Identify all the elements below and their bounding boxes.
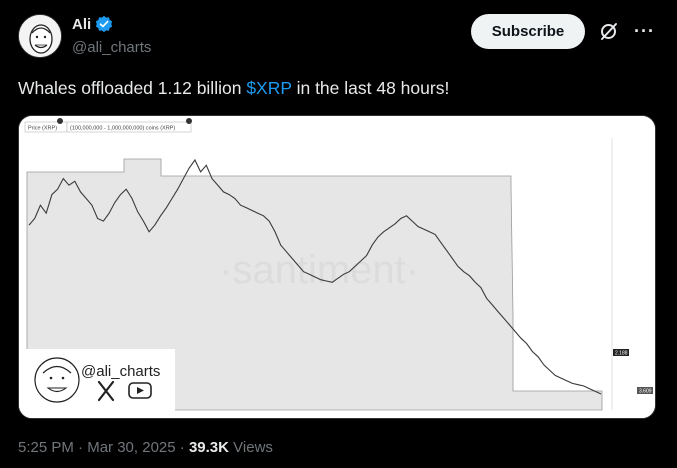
tweet-text-before: Whales offloaded 1.12 billion (18, 78, 247, 98)
price-tag (613, 349, 629, 356)
svg-text:3.609: 3.609 (639, 389, 652, 395)
views-count: 39.3K (188, 439, 229, 456)
chart-legend: Price (XRP) (100,000,000 - 1,000,000,000… (24, 118, 192, 133)
tweet-date[interactable]: Mar 30, 2025 (87, 439, 176, 456)
holdings-tag (637, 387, 653, 394)
legend-holdings: (100,000,000 - 1,000,000,000) coins (XRP… (70, 126, 175, 132)
legend-price: Price (XRP) (28, 126, 57, 132)
x-logo-icon (97, 380, 115, 402)
author-name[interactable]: Ali (72, 15, 113, 33)
cashtag-link[interactable]: $XRP (246, 78, 292, 98)
views-label: Views (233, 439, 273, 456)
more-dots-icon[interactable]: ··· (634, 21, 655, 41)
tweet-time[interactable]: 5:25 PM (18, 439, 74, 456)
youtube-icon (128, 382, 152, 399)
grok-icon[interactable] (599, 21, 619, 41)
price-chart: Price (XRP) (100,000,000 - 1,000,000,000… (19, 116, 655, 418)
author-name-text[interactable]: Ali (72, 15, 92, 33)
tweet-text-after: in the last 48 hours! (291, 78, 450, 98)
holdings-area (26, 158, 603, 411)
cartoon-face-avatar (19, 15, 61, 57)
tweet-meta: 5:25 PM · Mar 30, 2025 · 39.3K Views (18, 439, 273, 456)
chart-image[interactable]: Price (XRP) (100,000,000 - 1,000,000,000… (18, 115, 656, 419)
tweet-text: Whales offloaded 1.12 billion $XRP in th… (18, 78, 449, 99)
author-handle[interactable]: @ali_charts (72, 39, 152, 56)
santiment-watermark: ·santiment· (219, 248, 419, 292)
legend-close-icon (186, 118, 192, 124)
subscribe-button[interactable]: Subscribe (471, 14, 585, 49)
author-badge: @ali_charts (19, 349, 175, 418)
verified-badge-icon (96, 15, 113, 33)
badge-avatar-icon (34, 357, 80, 403)
badge-handle: @ali_charts (81, 363, 160, 380)
avatar[interactable] (18, 14, 62, 58)
legend-close-icon (57, 118, 63, 124)
svg-text:2.188: 2.188 (615, 351, 628, 357)
price-line (28, 158, 602, 395)
